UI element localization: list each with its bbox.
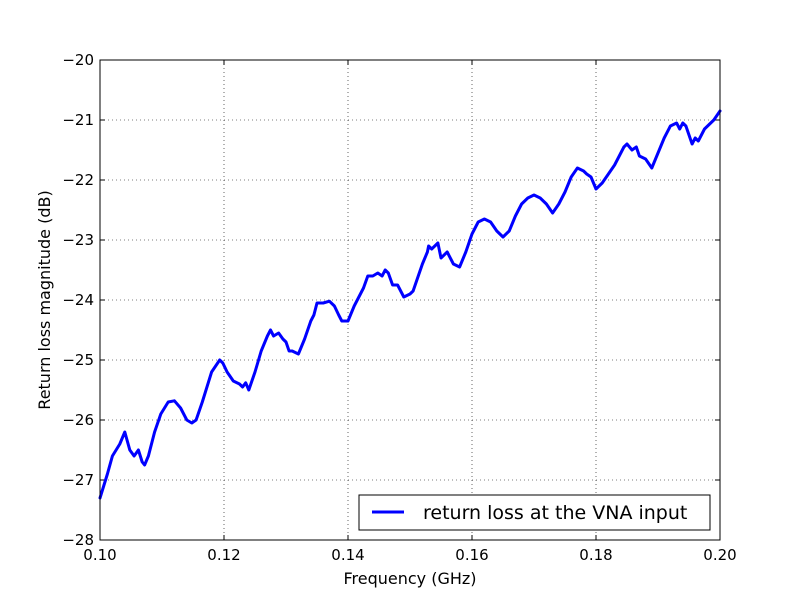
plot-frame [99, 59, 721, 541]
y-tick-label: −22 [62, 171, 94, 189]
x-axis-label: Frequency (GHz) [343, 569, 476, 588]
x-tick-label: 0.12 [207, 546, 240, 564]
grid [100, 60, 720, 540]
x-tick-label: 0.14 [331, 546, 364, 564]
y-tick-label: −20 [62, 51, 94, 69]
y-tick-label: −21 [62, 111, 94, 129]
y-tick-label: −26 [62, 411, 94, 429]
x-tick-label: 0.16 [455, 546, 488, 564]
y-tick-label: −25 [62, 351, 94, 369]
legend: return loss at the VNA input [358, 494, 711, 531]
x-tick-label: 0.18 [579, 546, 612, 564]
series-layer [98, 109, 722, 500]
y-tick-label: −23 [62, 231, 94, 249]
y-axis-label: Return loss magnitude (dB) [35, 190, 54, 409]
y-tick-label: −28 [62, 531, 94, 549]
x-tick-label: 0.20 [703, 546, 736, 564]
x-tick-label: 0.10 [83, 546, 116, 564]
axis-ticks: 0.10 0.12 0.14 0.16 0.18 0.20 −28 −27 −26 −25 −24 −… [62, 51, 736, 564]
y-tick-label: −24 [62, 291, 94, 309]
legend-box [358, 494, 711, 531]
series-line [98, 109, 722, 500]
y-tick-label: −27 [62, 471, 94, 489]
legend-label: return loss at the VNA input [423, 502, 687, 524]
